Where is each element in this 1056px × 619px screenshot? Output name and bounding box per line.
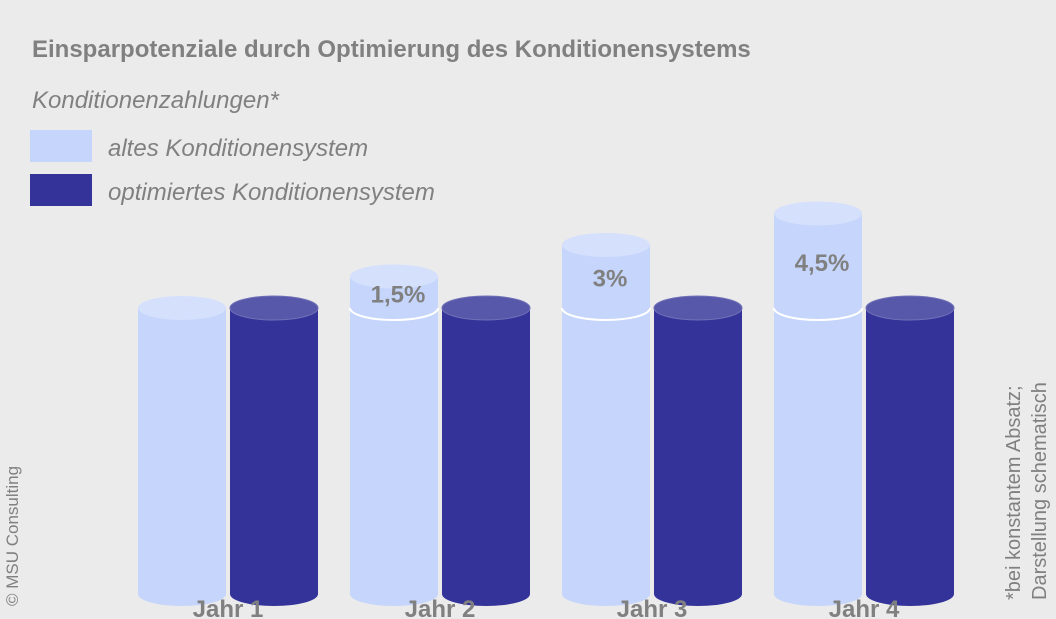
value-label: 1,5%: [371, 281, 426, 308]
bar-new-bottom: [654, 582, 742, 606]
x-tick-label: Jahr 4: [829, 596, 900, 619]
bar-new: [230, 308, 318, 594]
bar-old-base: [774, 308, 862, 594]
x-tick-label: Jahr 1: [193, 596, 264, 619]
bar-new-bottom: [230, 582, 318, 606]
bar-old-base: [350, 308, 438, 594]
bar-new: [442, 308, 530, 594]
chart-title: Einsparpotenziale durch Optimierung des …: [32, 36, 751, 63]
legend-label: optimiertes Konditionensystem: [108, 179, 435, 206]
bar-new-top: [865, 295, 955, 321]
bar-old-bottom: [138, 582, 226, 606]
bar-old-base: [138, 308, 226, 594]
bar-old-bottom: [774, 582, 862, 606]
legend-swatch: [30, 174, 92, 206]
copyright: © MSU Consulting: [3, 466, 22, 606]
bar-old-bottom: [562, 582, 650, 606]
footnote: *bei konstantem Absatz;: [1003, 385, 1025, 600]
bar-new-top: [441, 295, 531, 321]
footnote: Darstellung schematisch: [1029, 382, 1051, 600]
bar-old-bottom: [350, 582, 438, 606]
bar-old-top: [350, 264, 438, 289]
bar-new-top: [229, 295, 319, 321]
savings-divider: [349, 307, 439, 321]
chart-subtitle: Konditionenzahlungen*: [32, 87, 280, 114]
value-label: 3%: [593, 266, 628, 293]
bar-new-top: [653, 295, 743, 321]
bar-old-top: [138, 296, 226, 320]
bar-old-savings: [774, 213, 862, 308]
savings-divider: [561, 307, 651, 321]
legend-swatch: [30, 130, 92, 162]
bar-old-top: [562, 233, 650, 257]
value-label: 4,5%: [795, 250, 850, 277]
bar-new: [866, 308, 954, 594]
bar-new-bottom: [866, 582, 954, 606]
bar-old-base: [562, 308, 650, 594]
savings-divider: [773, 307, 863, 321]
x-tick-label: Jahr 2: [405, 596, 476, 619]
bar-new: [654, 308, 742, 594]
bar-old-top: [774, 201, 862, 226]
bar-new-bottom: [442, 582, 530, 606]
x-tick-label: Jahr 3: [617, 596, 688, 619]
legend-label: altes Konditionensystem: [108, 135, 368, 162]
